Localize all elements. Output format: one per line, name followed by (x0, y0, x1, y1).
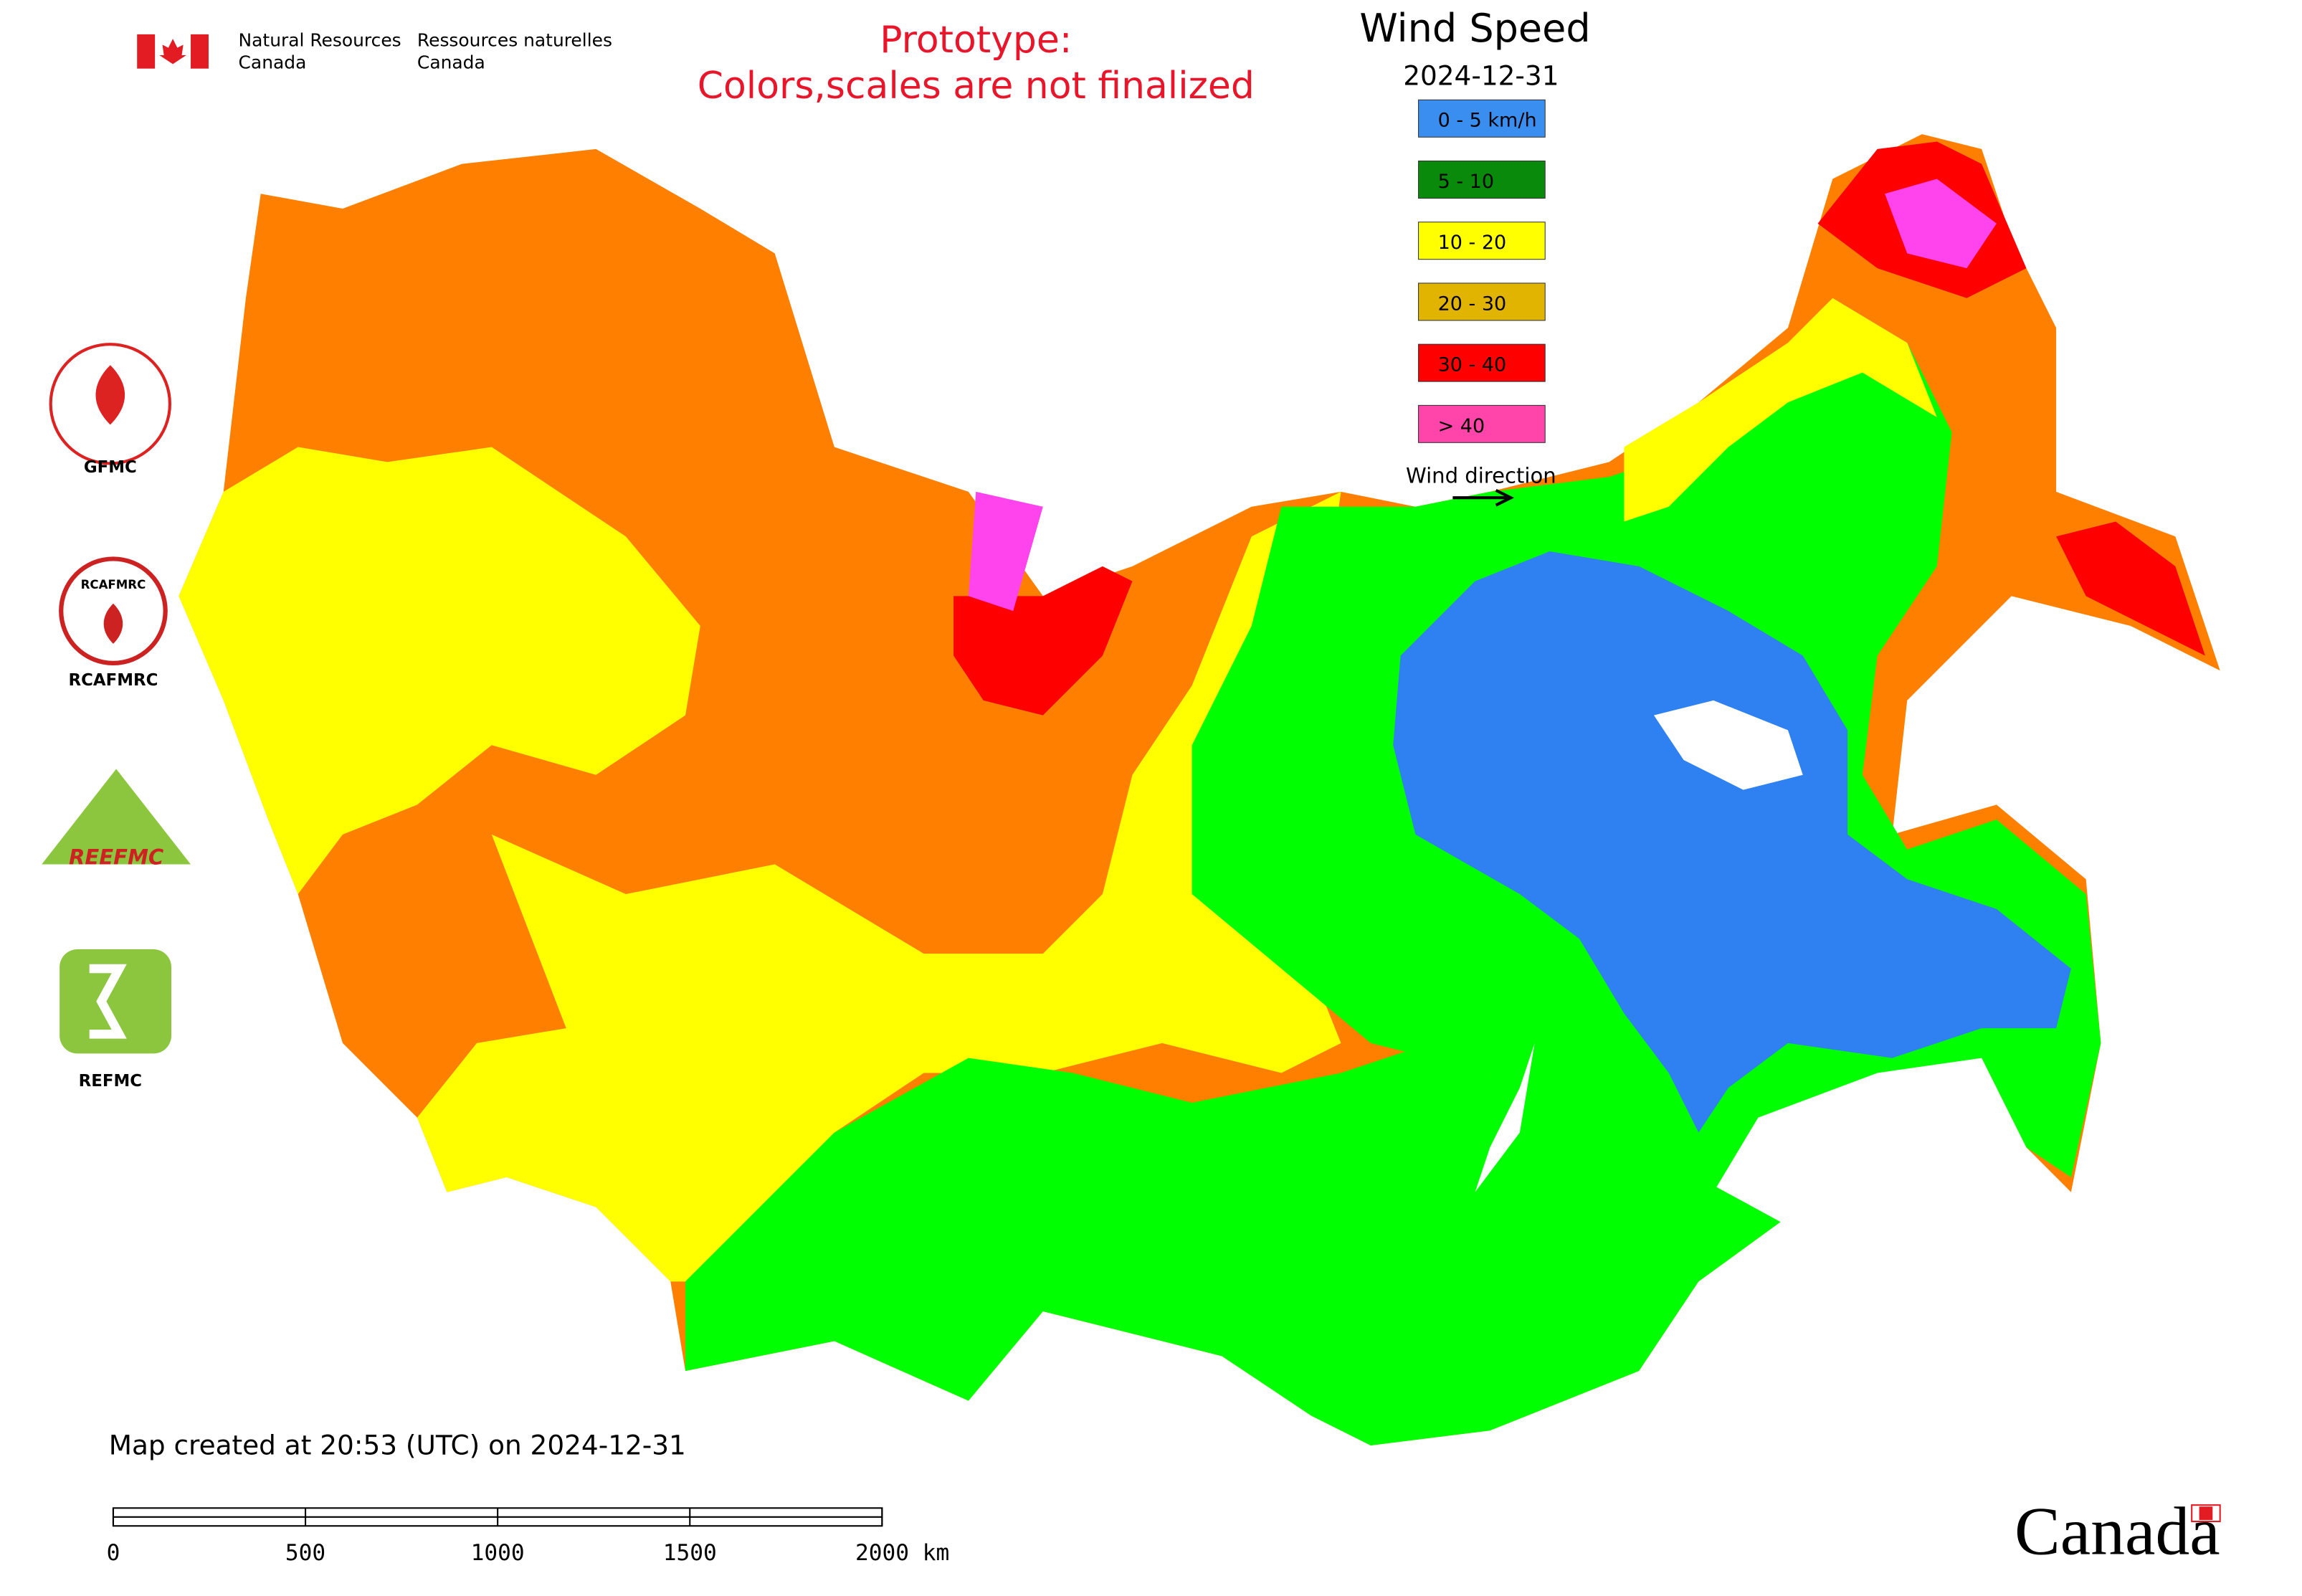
refmc-logo (60, 949, 172, 1054)
dept-fr: Ressources naturelles (417, 29, 612, 50)
notice: Prototype: (880, 19, 1072, 62)
scale-label: 0 (107, 1540, 120, 1566)
legend-title: Wind Speed (1359, 6, 1590, 51)
wordmark-flag-leaf (2199, 1506, 2213, 1520)
legend: 0 - 5 km/h 5 - 10 10 - 20 20 - 30 30 - 40 > 4… (1418, 99, 1546, 443)
flame-icon (103, 603, 123, 644)
logo-mark: REEFMC (69, 845, 164, 869)
legend-label: 30 - 40 (1438, 354, 1507, 376)
notice: Colors,scales are not finalized (698, 65, 1255, 108)
legend-label: > 40 (1438, 415, 1485, 437)
legend-swatch (1418, 160, 1546, 199)
dept-fr: Canada (417, 52, 485, 73)
logo-label: GFMC (84, 458, 137, 477)
logo-label: REFMC (79, 1072, 142, 1091)
dept-en: Natural Resources (239, 29, 401, 50)
canada-wordmark: Canada (2015, 1493, 2220, 1569)
legend-label: 0 - 5 km/h (1438, 110, 1537, 132)
scale-label: 1500 (663, 1540, 717, 1566)
reefmc-logo (42, 769, 191, 865)
wind-zone (179, 447, 700, 895)
legend-swatch (1418, 282, 1546, 321)
maple-leaf (159, 39, 186, 65)
lake (1475, 1042, 1535, 1192)
map-created: Map created at 20:53 (UTC) on 2024-12-31 (109, 1429, 686, 1460)
wind-zone (1885, 179, 1997, 269)
legend-swatch (1418, 343, 1546, 382)
dept-en: Canada (239, 52, 307, 73)
wind-zone (1393, 551, 2071, 1133)
legend-label: 20 - 30 (1438, 293, 1507, 315)
legend-swatch (1418, 404, 1546, 443)
sigma-icon (89, 964, 127, 1039)
scale-label: 1000 (471, 1540, 525, 1566)
legend-date: 2024-12-31 (1403, 60, 1559, 92)
wind-zone (417, 491, 1341, 1282)
government-signature: Natural Resources Canada Ressources natu… (137, 29, 612, 73)
logos: GFMC RCAFMRC RCAFMRC REEFMC REFMC (42, 343, 191, 1091)
flag-bar (191, 34, 209, 69)
wind-zone (1624, 298, 1937, 522)
scale-label: 2000 km (855, 1540, 949, 1566)
scale-bar: 0 500 1000 1500 2000 km (107, 1507, 949, 1566)
wind-arrow (1452, 488, 1515, 507)
legend-label: 10 - 20 (1438, 232, 1507, 254)
logo-mark: RCAFMRC (81, 578, 146, 592)
wind-map (179, 134, 2220, 1446)
legend-swatch (1418, 222, 1546, 260)
wind-zone (2056, 521, 2205, 656)
wind-zone (968, 491, 1043, 612)
wind-direction-label: Wind direction (1406, 463, 1556, 488)
logo-label: RCAFMRC (69, 671, 158, 690)
legend-label: 5 - 10 (1438, 171, 1494, 193)
legend-swatch (1418, 99, 1546, 138)
scale-label: 500 (285, 1540, 325, 1566)
flag-bar (137, 34, 156, 69)
flame-icon (95, 365, 125, 425)
lake (1653, 700, 1803, 790)
